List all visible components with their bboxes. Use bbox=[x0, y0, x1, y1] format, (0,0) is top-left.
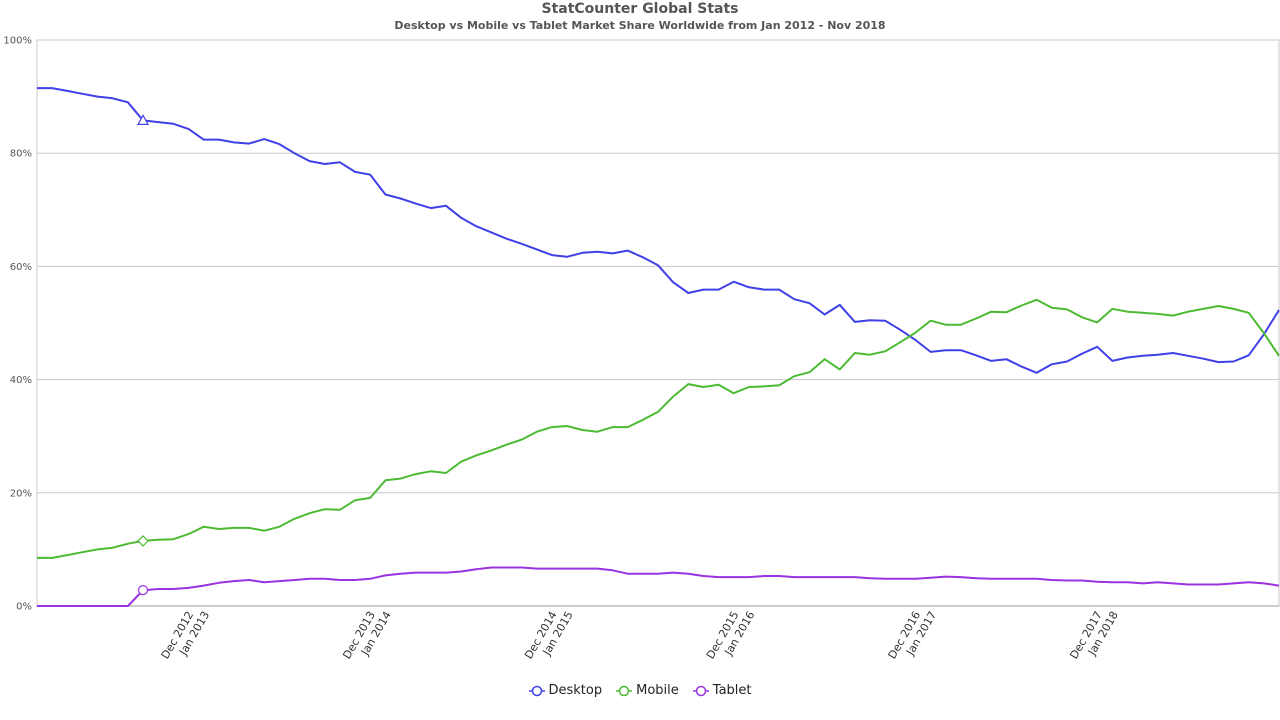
plot-frame bbox=[36, 39, 1280, 607]
series-lines bbox=[37, 87, 1280, 607]
legend-desktop-label: Desktop bbox=[548, 683, 603, 698]
point-marker-mobile bbox=[137, 535, 149, 547]
legend-desktop-circle-icon bbox=[528, 685, 545, 696]
point-marker-desktop bbox=[137, 114, 150, 125]
legend: Desktop Mobile Tablet bbox=[0, 683, 1280, 698]
chart-subtitle: Desktop vs Mobile vs Tablet Market Share… bbox=[394, 19, 886, 32]
legend-item-mobile[interactable]: Mobile bbox=[616, 683, 679, 698]
series-markers bbox=[137, 114, 150, 596]
series-line-mobile bbox=[37, 298, 1280, 559]
y-tick-label: 40% bbox=[10, 375, 32, 386]
legend-tablet-label: Tablet bbox=[712, 683, 752, 698]
y-tick-label: 20% bbox=[10, 488, 32, 499]
chart-title: StatCounter Global Stats bbox=[541, 1, 739, 17]
point-marker-tablet bbox=[137, 585, 149, 596]
legend-item-tablet[interactable]: Tablet bbox=[692, 683, 752, 698]
gridlines bbox=[36, 39, 1280, 607]
y-tick-label: 60% bbox=[10, 262, 32, 273]
y-tick-label: 0% bbox=[16, 602, 32, 613]
y-tick-label: 100% bbox=[3, 36, 32, 47]
legend-mobile-circle-icon bbox=[616, 685, 633, 696]
y-axis-tick-labels: 0% 20% 40% 60% 80% 100% bbox=[3, 36, 32, 613]
series-line-tablet bbox=[37, 566, 1280, 607]
y-tick-label: 80% bbox=[10, 149, 32, 160]
legend-item-desktop[interactable]: Desktop bbox=[528, 683, 603, 698]
series-line-desktop bbox=[37, 87, 1280, 374]
legend-mobile-label: Mobile bbox=[636, 683, 679, 698]
legend-tablet-circle-icon bbox=[692, 685, 709, 696]
